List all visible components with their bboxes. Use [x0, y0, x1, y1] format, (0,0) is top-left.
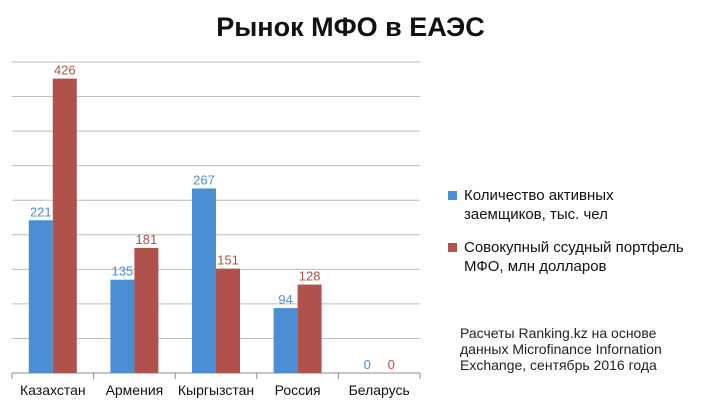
bar-portfolio [52, 78, 77, 373]
data-label-borrowers: 135 [112, 264, 134, 279]
legend-item-borrowers: Количество активных заемщиков, тыс. чел [448, 186, 698, 224]
bar-borrowers [273, 308, 298, 373]
bar-portfolio [134, 247, 159, 373]
data-label-borrowers: 267 [193, 172, 215, 187]
legend-label-portfolio: Совокупный ссудный портфель МФО, млн дол… [464, 239, 684, 275]
data-label-portfolio: 0 [388, 357, 395, 372]
x-tick-label: Россия [275, 382, 321, 398]
bar-borrowers [28, 220, 53, 373]
source-note: Расчеты Ranking.kz на основе данных Micr… [460, 325, 662, 373]
bar-borrowers [110, 279, 135, 373]
data-label-portfolio: 128 [299, 269, 321, 284]
legend-swatch-portfolio [448, 243, 457, 252]
data-label-borrowers: 0 [364, 357, 371, 372]
data-label-portfolio: 151 [217, 253, 239, 268]
x-tick-label: Беларусь [349, 382, 410, 398]
chart-title: Рынок МФО в ЕАЭС [216, 12, 485, 42]
legend: Количество активных заемщиков, тыс. чел … [448, 186, 698, 290]
data-label-borrowers: 94 [278, 292, 292, 307]
data-label-portfolio: 181 [136, 232, 158, 247]
legend-label-borrowers: Количество активных заемщиков, тыс. чел [464, 187, 614, 223]
bar-borrowers [192, 188, 216, 373]
bar-portfolio [297, 284, 322, 373]
x-tick-label: Армения [106, 382, 164, 398]
x-tick-label: Казахстан [20, 382, 86, 398]
legend-swatch-borrowers [448, 191, 457, 200]
data-label-portfolio: 426 [54, 63, 76, 78]
x-tick-label: Кыргызстан [178, 382, 254, 398]
data-label-borrowers: 221 [30, 204, 52, 219]
legend-item-portfolio: Совокупный ссудный портфель МФО, млн дол… [448, 238, 698, 276]
bar-portfolio [216, 268, 240, 373]
